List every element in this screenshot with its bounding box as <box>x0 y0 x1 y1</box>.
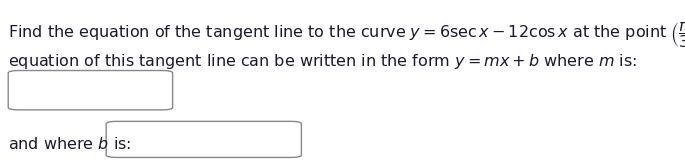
Text: equation of this tangent line can be written in the form $y = mx + b$ where $m$ : equation of this tangent line can be wri… <box>8 52 637 72</box>
Text: Find the equation of the tangent line to the curve $y = 6\sec x - 12\cos x$ at t: Find the equation of the tangent line to… <box>8 20 685 50</box>
FancyBboxPatch shape <box>106 121 301 157</box>
FancyBboxPatch shape <box>8 71 173 110</box>
Text: and where $b$ is:: and where $b$ is: <box>8 136 132 152</box>
